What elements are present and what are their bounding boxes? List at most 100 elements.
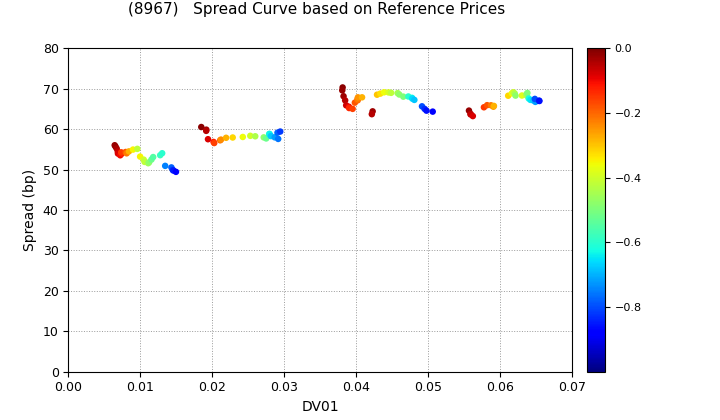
- Point: [201, 126, 212, 133]
- Point: [467, 113, 479, 119]
- Point: [407, 95, 418, 102]
- Point: [339, 97, 351, 104]
- Point: [215, 137, 226, 144]
- Point: [337, 84, 348, 91]
- Point: [272, 136, 284, 142]
- Point: [196, 123, 207, 130]
- Y-axis label: Spread (bp): Spread (bp): [23, 169, 37, 251]
- Point: [250, 133, 261, 139]
- Point: [215, 136, 227, 143]
- Point: [135, 153, 146, 160]
- Point: [245, 132, 256, 139]
- Point: [138, 156, 150, 163]
- Point: [408, 97, 420, 103]
- Point: [397, 93, 409, 100]
- Point: [145, 156, 157, 163]
- Point: [420, 107, 432, 114]
- Point: [521, 89, 533, 96]
- Point: [156, 150, 168, 157]
- Point: [385, 89, 397, 96]
- Point: [271, 129, 283, 136]
- Point: [343, 105, 355, 111]
- Point: [352, 94, 364, 101]
- Point: [506, 90, 518, 97]
- Point: [167, 166, 179, 173]
- Point: [530, 99, 541, 105]
- Point: [202, 136, 214, 142]
- Point: [478, 104, 490, 110]
- Point: [485, 102, 497, 109]
- Point: [521, 91, 532, 97]
- Point: [200, 128, 212, 134]
- Point: [488, 102, 500, 109]
- Point: [143, 159, 155, 165]
- Point: [482, 102, 493, 108]
- Point: [427, 108, 438, 115]
- Point: [139, 158, 150, 165]
- Point: [419, 105, 431, 112]
- Point: [336, 87, 348, 94]
- Point: [378, 89, 390, 96]
- Point: [341, 102, 352, 109]
- Point: [510, 92, 521, 99]
- Point: [523, 95, 534, 102]
- Point: [264, 131, 275, 137]
- Point: [534, 97, 545, 104]
- Point: [367, 108, 379, 115]
- Point: [264, 131, 275, 137]
- Point: [168, 167, 179, 174]
- Point: [463, 107, 474, 114]
- Point: [264, 132, 275, 139]
- Point: [534, 97, 545, 104]
- Point: [349, 99, 361, 106]
- Text: (8967)   Spread Curve based on Reference Prices: (8967) Spread Curve based on Reference P…: [128, 2, 505, 17]
- Point: [265, 133, 276, 139]
- Point: [528, 97, 539, 104]
- X-axis label: DV01: DV01: [302, 400, 339, 414]
- Point: [402, 93, 414, 100]
- Point: [347, 105, 359, 112]
- Point: [114, 152, 126, 159]
- Point: [208, 139, 220, 145]
- Point: [529, 96, 541, 102]
- Point: [487, 103, 499, 110]
- Point: [166, 164, 177, 171]
- Point: [343, 103, 355, 110]
- Point: [503, 92, 514, 99]
- Point: [508, 89, 519, 96]
- Point: [258, 134, 269, 141]
- Point: [338, 93, 349, 100]
- Point: [112, 150, 124, 157]
- Point: [406, 94, 418, 101]
- Point: [127, 146, 139, 153]
- Point: [394, 91, 405, 98]
- Point: [154, 152, 166, 158]
- Point: [372, 91, 383, 98]
- Point: [116, 150, 127, 157]
- Point: [148, 154, 159, 160]
- Point: [209, 140, 220, 147]
- Point: [465, 110, 477, 117]
- Point: [351, 96, 363, 102]
- Point: [159, 163, 171, 169]
- Point: [516, 92, 528, 99]
- Point: [269, 134, 281, 141]
- Point: [120, 149, 132, 155]
- Point: [374, 90, 386, 97]
- Point: [352, 97, 364, 104]
- Point: [383, 89, 395, 96]
- Point: [274, 128, 286, 135]
- Point: [509, 90, 521, 97]
- Point: [112, 148, 124, 155]
- Point: [261, 135, 272, 142]
- Point: [170, 168, 181, 175]
- Point: [392, 90, 403, 97]
- Point: [115, 149, 127, 156]
- Point: [111, 145, 122, 152]
- Point: [521, 92, 532, 99]
- Point: [132, 145, 143, 152]
- Point: [416, 103, 428, 110]
- Point: [525, 97, 536, 103]
- Point: [227, 134, 238, 141]
- Point: [123, 148, 135, 155]
